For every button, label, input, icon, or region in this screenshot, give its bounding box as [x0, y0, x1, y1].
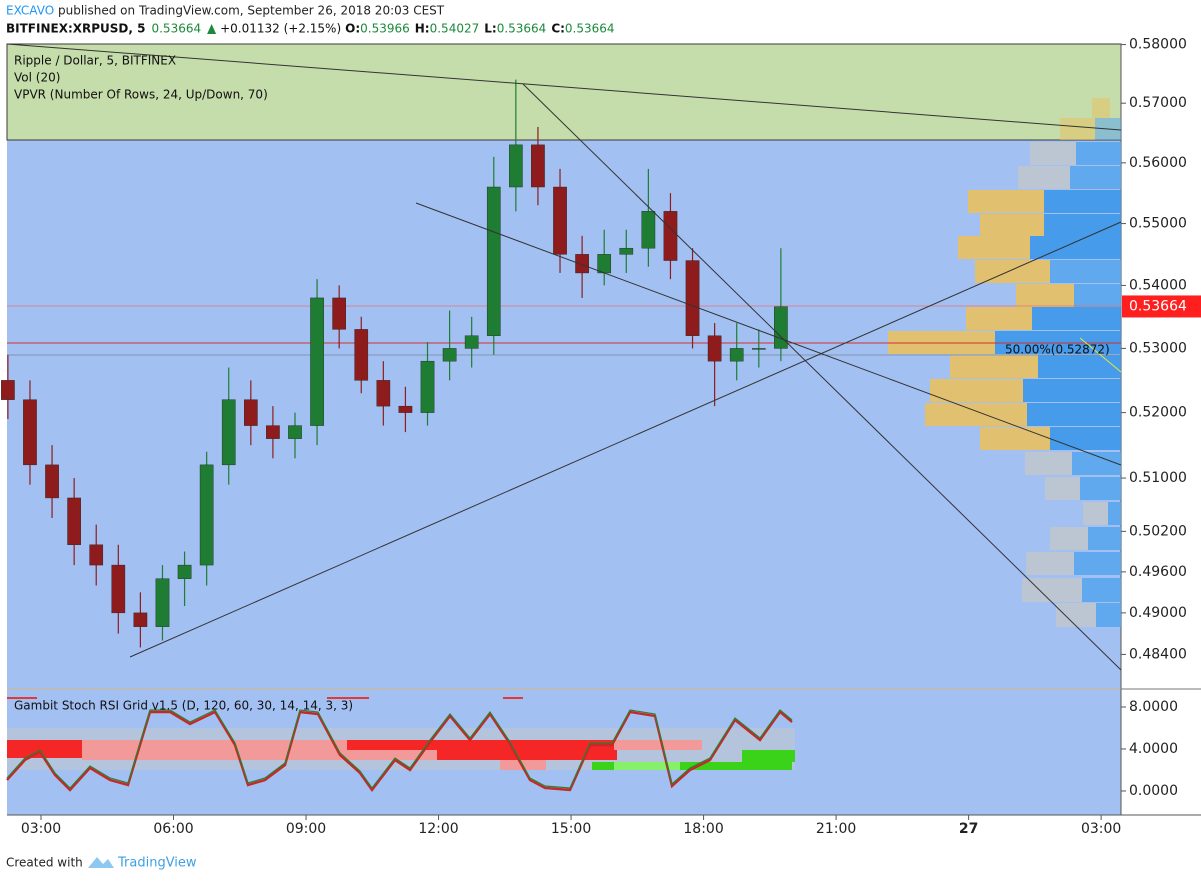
- stoch-grid: [6, 697, 795, 793]
- y-tick-label: 0.50200: [1129, 523, 1187, 539]
- y-tick-label: 0.49600: [1129, 564, 1187, 580]
- stoch-title: Gambit Stoch RSI Grid v1.5 (D, 120, 60, …: [14, 699, 353, 713]
- candle-body: [1, 380, 15, 400]
- candle-body: [133, 612, 148, 627]
- y-tick-label: 0.52000: [1129, 405, 1187, 421]
- candle-body: [464, 335, 479, 349]
- fib-label: 50.00%(0.52872): [1005, 343, 1110, 357]
- last-price-label: 0.53664: [1129, 298, 1187, 314]
- footer-bg: [0, 843, 1201, 881]
- candle-body: [111, 564, 126, 614]
- y-tick-label: 0.55000: [1129, 216, 1187, 232]
- candle-body: [354, 329, 369, 381]
- axes: 0.58000 0.57000 0.56000 0.55000 0.54000 0.530…: [21, 37, 1201, 837]
- ohlc-value: 0.53664: [565, 22, 615, 36]
- candle-body: [597, 254, 612, 274]
- brand-logo[interactable]: [88, 857, 114, 868]
- candle-body: [663, 211, 678, 261]
- candle-body: [199, 464, 214, 566]
- x-tick-label: 03:00: [21, 821, 61, 837]
- candle-body: [751, 348, 766, 350]
- candle-body: [420, 360, 435, 413]
- x-tick-label: 09:00: [286, 821, 326, 837]
- candle-body: [67, 497, 81, 545]
- candle-body: [509, 144, 523, 188]
- stoch-tick-label: 8.0000: [1129, 699, 1178, 715]
- candle-body: [531, 144, 545, 188]
- candle-body: [332, 297, 346, 330]
- x-tick-label: 12:00: [418, 821, 458, 837]
- ohlc-value: 0.53664: [497, 22, 547, 36]
- author[interactable]: EXCAVO: [6, 4, 54, 18]
- candle-body: [398, 405, 413, 413]
- footer-brand[interactable]: TradingView: [117, 856, 197, 871]
- footer-created: Created with: [6, 856, 83, 870]
- candle-body: [619, 247, 634, 255]
- x-tick-label: 03:00: [1081, 821, 1121, 837]
- stoch-tick-label: 0.0000: [1129, 783, 1178, 799]
- trendlines: [6, 43, 1122, 671]
- symbol: BITFINEX:XRPUSD, 5: [6, 22, 145, 36]
- candle-body: [288, 425, 302, 439]
- candle-body: [155, 578, 170, 627]
- candle-body: [89, 544, 104, 566]
- candle-body: [707, 335, 722, 362]
- last-price: 0.53664: [151, 22, 201, 36]
- candle-body: [729, 348, 744, 362]
- y-tick-label: 0.51000: [1129, 470, 1187, 486]
- ohlc-label: C:: [551, 22, 565, 36]
- candle-body: [177, 564, 192, 579]
- published-line: published on TradingView.com, September …: [58, 4, 445, 18]
- y-tick-label: 0.57000: [1129, 95, 1187, 111]
- candle-body: [641, 211, 656, 249]
- legend-item: Ripple / Dollar, 5, BITFINEX: [14, 54, 176, 68]
- plot-bg: [7, 44, 1121, 688]
- candles: [1, 79, 788, 648]
- y-tick-label: 0.53000: [1129, 340, 1187, 356]
- candle-body: [310, 297, 324, 426]
- y-tick-label: 0.48400: [1129, 646, 1187, 662]
- candle-body: [774, 306, 788, 349]
- legend-item: Vol (20): [14, 71, 60, 85]
- legend-item: VPVR (Number Of Rows, 24, Up/Down, 70): [14, 88, 268, 102]
- symbol-line: BITFINEX:XRPUSD, 5 0.53664 +0.01132 (+2.15…: [6, 22, 615, 36]
- candle-body: [376, 380, 391, 407]
- last-price-tag: [1122, 295, 1201, 318]
- y-tick-label: 0.56000: [1129, 155, 1187, 171]
- up-arrow: [207, 24, 217, 34]
- y-tick-label: 0.58000: [1129, 37, 1187, 53]
- stoch-tick-label: 4.0000: [1129, 741, 1178, 757]
- candle-body: [575, 254, 589, 274]
- x-tick-label: 15:00: [551, 821, 591, 837]
- candle-body: [486, 186, 501, 336]
- candle-body: [221, 399, 236, 466]
- change: +0.01132 (+2.15%): [220, 22, 341, 36]
- x-tick-label: 06:00: [153, 821, 193, 837]
- candle-body: [266, 425, 280, 439]
- x-tick-label: 18:00: [683, 821, 723, 837]
- candle-body: [23, 399, 37, 466]
- ohlc-label: H:: [415, 22, 430, 36]
- candle-body: [685, 260, 700, 336]
- candle-body: [243, 399, 258, 426]
- candle-body: [45, 464, 59, 499]
- ohlc-value: 0.53966: [360, 22, 410, 36]
- x-tick-label: 21:00: [816, 821, 856, 837]
- x-tick-label: 27: [959, 821, 978, 837]
- y-tick-label: 0.49000: [1129, 605, 1187, 621]
- stoch-axis: 8.0000 4.0000 0.0000: [1121, 699, 1178, 799]
- ohlc-label: L:: [484, 22, 496, 36]
- ohlc-value: 0.54027: [430, 22, 480, 36]
- candle-body: [553, 186, 567, 255]
- y-tick-label: 0.54000: [1129, 277, 1187, 293]
- ohlc-label: O:: [345, 22, 360, 36]
- y-axis-bg: [1121, 44, 1201, 815]
- candle-body: [442, 348, 457, 362]
